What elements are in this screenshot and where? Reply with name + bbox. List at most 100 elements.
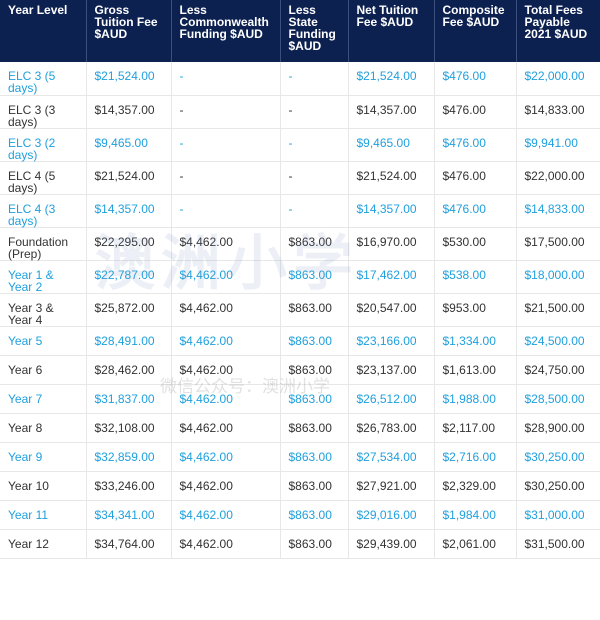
table-row: Year 9 $32,859.00 $4,462.00 $863.00 $27,… — [0, 442, 600, 472]
cell-net-tuition: $21,524.00 — [348, 62, 435, 96]
cell-commonwealth-funding: - — [171, 161, 281, 195]
table-row: Year 6 $28,462.00 $4,462.00 $863.00 $23,… — [0, 355, 600, 385]
cell-gross-tuition: $22,295.00 — [86, 227, 172, 261]
cell-net-tuition: $14,357.00 — [348, 95, 435, 129]
header-state-funding: Less State Funding $AUD — [280, 0, 349, 62]
cell-gross-tuition: $32,859.00 — [86, 442, 172, 472]
table-row: Year 5 $28,491.00 $4,462.00 $863.00 $23,… — [0, 326, 600, 356]
cell-state-funding: $863.00 — [280, 413, 349, 443]
cell-year-level: Year 5 — [0, 326, 87, 356]
cell-year-level: ELC 3 (3 days) — [0, 95, 87, 129]
cell-state-funding: $863.00 — [280, 260, 349, 294]
table-row: ELC 4 (5 days) $21,524.00 - - $21,524.00… — [0, 161, 600, 195]
cell-total-fees: $31,500.00 — [516, 529, 600, 559]
header-commonwealth-funding: Less Commonwealth Funding $AUD — [171, 0, 281, 62]
table-row: Year 7 $31,837.00 $4,462.00 $863.00 $26,… — [0, 384, 600, 414]
cell-composite-fee: $2,716.00 — [434, 442, 517, 472]
header-total-fees: Total Fees Payable 2021 $AUD — [516, 0, 600, 62]
cell-composite-fee: $1,334.00 — [434, 326, 517, 356]
cell-composite-fee: $1,988.00 — [434, 384, 517, 414]
cell-commonwealth-funding: $4,462.00 — [171, 355, 281, 385]
cell-year-level: Year 1 & Year 2 — [0, 260, 87, 294]
cell-gross-tuition: $32,108.00 — [86, 413, 172, 443]
cell-year-level: Year 6 — [0, 355, 87, 385]
cell-state-funding: $863.00 — [280, 442, 349, 472]
cell-total-fees: $28,900.00 — [516, 413, 600, 443]
cell-net-tuition: $17,462.00 — [348, 260, 435, 294]
cell-commonwealth-funding: - — [171, 62, 281, 96]
cell-total-fees: $9,941.00 — [516, 128, 600, 162]
cell-gross-tuition: $33,246.00 — [86, 471, 172, 501]
cell-total-fees: $31,000.00 — [516, 500, 600, 530]
cell-commonwealth-funding: - — [171, 128, 281, 162]
cell-year-level: Year 3 & Year 4 — [0, 293, 87, 327]
cell-state-funding: - — [280, 161, 349, 195]
cell-year-level: Year 10 — [0, 471, 87, 501]
cell-total-fees: $30,250.00 — [516, 442, 600, 472]
cell-state-funding: $863.00 — [280, 227, 349, 261]
cell-year-level: ELC 3 (5 days) — [0, 62, 87, 96]
cell-gross-tuition: $9,465.00 — [86, 128, 172, 162]
cell-composite-fee: $1,984.00 — [434, 500, 517, 530]
cell-total-fees: $24,500.00 — [516, 326, 600, 356]
cell-composite-fee: $530.00 — [434, 227, 517, 261]
cell-gross-tuition: $28,491.00 — [86, 326, 172, 356]
cell-total-fees: $14,833.00 — [516, 194, 600, 228]
cell-composite-fee: $538.00 — [434, 260, 517, 294]
cell-gross-tuition: $31,837.00 — [86, 384, 172, 414]
cell-composite-fee: $2,061.00 — [434, 529, 517, 559]
cell-commonwealth-funding: $4,462.00 — [171, 326, 281, 356]
header-year-level: Year Level — [0, 0, 87, 62]
table-row: Year 10 $33,246.00 $4,462.00 $863.00 $27… — [0, 471, 600, 501]
cell-composite-fee: $1,613.00 — [434, 355, 517, 385]
cell-composite-fee: $476.00 — [434, 62, 517, 96]
cell-commonwealth-funding: - — [171, 194, 281, 228]
cell-state-funding: - — [280, 62, 349, 96]
cell-net-tuition: $27,534.00 — [348, 442, 435, 472]
cell-net-tuition: $20,547.00 — [348, 293, 435, 327]
cell-state-funding: - — [280, 194, 349, 228]
cell-year-level: ELC 4 (3 days) — [0, 194, 87, 228]
cell-year-level: Foundation (Prep) — [0, 227, 87, 261]
cell-gross-tuition: $21,524.00 — [86, 161, 172, 195]
cell-year-level: Year 8 — [0, 413, 87, 443]
cell-net-tuition: $29,016.00 — [348, 500, 435, 530]
cell-total-fees: $30,250.00 — [516, 471, 600, 501]
cell-composite-fee: $953.00 — [434, 293, 517, 327]
cell-gross-tuition: $22,787.00 — [86, 260, 172, 294]
cell-commonwealth-funding: - — [171, 95, 281, 129]
fees-table: Year Level Gross Tuition Fee $AUD Less C… — [0, 0, 600, 559]
cell-year-level: Year 11 — [0, 500, 87, 530]
table-row: Year 11 $34,341.00 $4,462.00 $863.00 $29… — [0, 500, 600, 530]
table-row: ELC 4 (3 days) $14,357.00 - - $14,357.00… — [0, 194, 600, 228]
cell-total-fees: $14,833.00 — [516, 95, 600, 129]
cell-net-tuition: $29,439.00 — [348, 529, 435, 559]
table-row: ELC 3 (5 days) $21,524.00 - - $21,524.00… — [0, 62, 600, 96]
cell-state-funding: $863.00 — [280, 471, 349, 501]
cell-total-fees: $22,000.00 — [516, 62, 600, 96]
cell-composite-fee: $2,117.00 — [434, 413, 517, 443]
cell-net-tuition: $26,512.00 — [348, 384, 435, 414]
cell-gross-tuition: $25,872.00 — [86, 293, 172, 327]
cell-state-funding: $863.00 — [280, 355, 349, 385]
cell-gross-tuition: $28,462.00 — [86, 355, 172, 385]
cell-commonwealth-funding: $4,462.00 — [171, 471, 281, 501]
cell-composite-fee: $476.00 — [434, 161, 517, 195]
cell-commonwealth-funding: $4,462.00 — [171, 260, 281, 294]
cell-net-tuition: $16,970.00 — [348, 227, 435, 261]
header-gross-tuition: Gross Tuition Fee $AUD — [86, 0, 172, 62]
cell-year-level: Year 12 — [0, 529, 87, 559]
table-row: Foundation (Prep) $22,295.00 $4,462.00 $… — [0, 227, 600, 261]
cell-gross-tuition: $34,764.00 — [86, 529, 172, 559]
cell-gross-tuition: $14,357.00 — [86, 95, 172, 129]
cell-year-level: ELC 4 (5 days) — [0, 161, 87, 195]
cell-state-funding: $863.00 — [280, 500, 349, 530]
cell-total-fees: $21,500.00 — [516, 293, 600, 327]
cell-commonwealth-funding: $4,462.00 — [171, 500, 281, 530]
cell-net-tuition: $26,783.00 — [348, 413, 435, 443]
cell-gross-tuition: $21,524.00 — [86, 62, 172, 96]
cell-year-level: ELC 3 (2 days) — [0, 128, 87, 162]
cell-total-fees: $22,000.00 — [516, 161, 600, 195]
cell-net-tuition: $21,524.00 — [348, 161, 435, 195]
header-composite-fee: Composite Fee $AUD — [434, 0, 517, 62]
